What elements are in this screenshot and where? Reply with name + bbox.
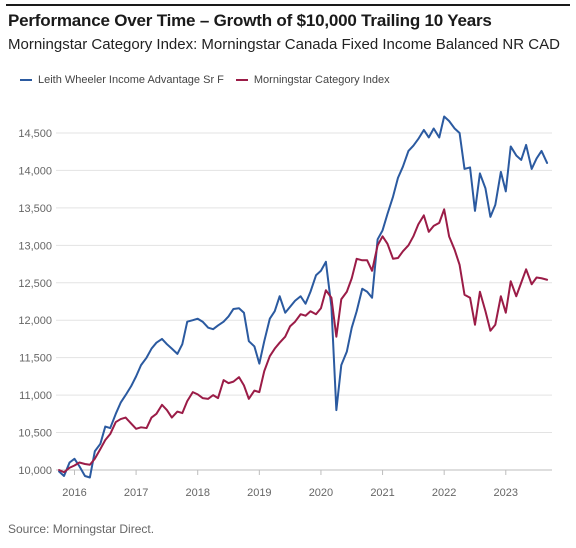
- legend-item-fund: Leith Wheeler Income Advantage Sr F: [20, 74, 224, 86]
- y-tick-label: 11,500: [19, 353, 52, 365]
- y-tick-label: 14,000: [18, 165, 52, 177]
- x-tick-label: 2023: [494, 487, 518, 499]
- legend-label-category: Morningstar Category Index: [253, 74, 390, 86]
- x-tick-label: 2022: [432, 487, 456, 499]
- y-tick-label: 13,000: [18, 240, 52, 252]
- x-tick-label: 2019: [247, 487, 271, 499]
- x-tick-label: 2018: [185, 487, 209, 499]
- chart-subtitle: Morningstar Category Index: Morningstar …: [8, 36, 560, 53]
- y-tick-label: 12,000: [18, 315, 52, 327]
- source-note: Source: Morningstar Direct.: [8, 522, 155, 536]
- x-tick-label: 2017: [124, 487, 148, 499]
- y-tick-label: 10,000: [18, 465, 52, 477]
- y-tick-label: 13,500: [18, 203, 52, 215]
- y-tick-label: 11,000: [19, 390, 52, 402]
- title-rule: [6, 4, 570, 6]
- x-tick-label: 2020: [309, 487, 333, 499]
- series-line-category: [58, 208, 549, 474]
- legend-item-category: Morningstar Category Index: [235, 74, 390, 86]
- x-tick-label: 2016: [62, 487, 86, 499]
- y-tick-label: 12,500: [18, 278, 52, 290]
- y-tick-label: 14,500: [18, 128, 52, 140]
- x-tick-label: 2021: [370, 487, 394, 499]
- legend-swatch-category: [235, 79, 248, 81]
- legend-label-fund: Leith Wheeler Income Advantage Sr F: [38, 74, 224, 86]
- series-line-fund: [58, 115, 549, 479]
- chart-legend: Leith Wheeler Income Advantage Sr F Morn…: [20, 74, 402, 86]
- chart-title: Performance Over Time – Growth of $10,00…: [8, 11, 492, 30]
- legend-swatch-fund: [20, 79, 32, 81]
- y-tick-label: 10,500: [18, 428, 52, 440]
